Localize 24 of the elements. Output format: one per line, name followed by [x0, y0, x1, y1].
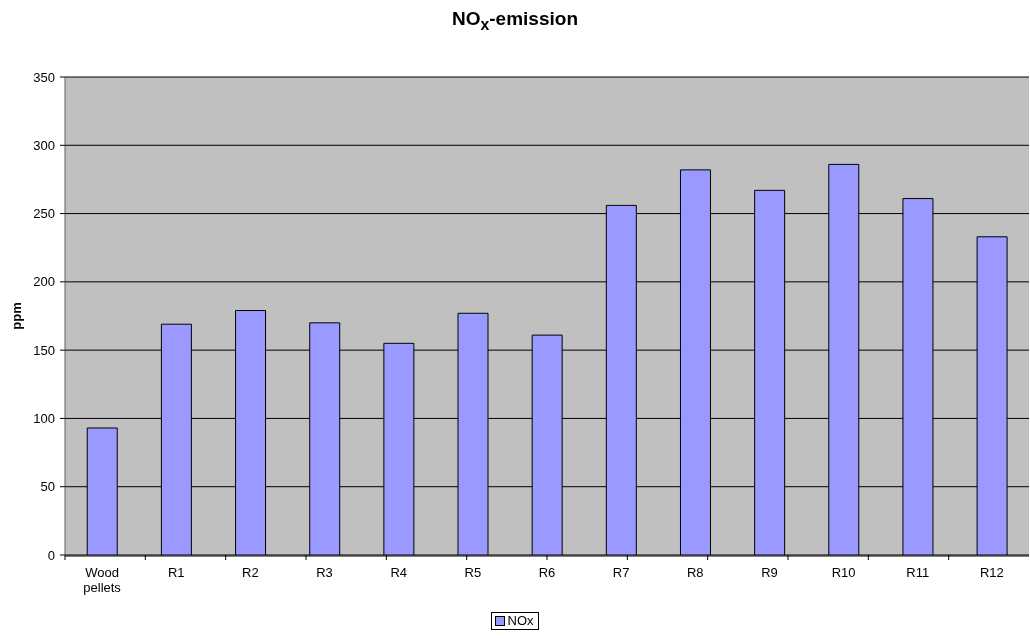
x-tick-label: R10 [831, 565, 856, 581]
y-tick-label: 250 [33, 206, 55, 222]
x-tick-label: R4 [390, 565, 407, 581]
x-tick-label: R11 [906, 565, 930, 581]
y-tick-label: 50 [40, 479, 55, 495]
x-tick-label: R6 [538, 565, 556, 581]
y-tick-label: 350 [33, 69, 55, 85]
y-tick-label: 150 [33, 342, 55, 358]
chart-title: NO$_{x}$-emission [451, 8, 579, 34]
x-tick-label: R2 [242, 565, 259, 581]
x-tick-label: R1 [167, 565, 185, 581]
x-tick-label: R5 [464, 565, 482, 581]
legend-label: NOx [506, 613, 534, 628]
y-axis-title: ppm [8, 302, 24, 330]
y-tick-label: 100 [33, 411, 55, 427]
x-tick-label: R9 [761, 565, 778, 581]
y-tick-label: 0 [47, 547, 55, 563]
y-tick-label: 300 [33, 137, 55, 153]
x-tick-label: R12 [979, 565, 1004, 581]
x-tick-label: R8 [687, 565, 704, 581]
y-tick-label: 200 [33, 274, 55, 290]
x-tick-label: Wood pellets [83, 565, 122, 596]
x-tick-label: R3 [316, 565, 333, 581]
x-tick-label: R7 [612, 565, 630, 581]
